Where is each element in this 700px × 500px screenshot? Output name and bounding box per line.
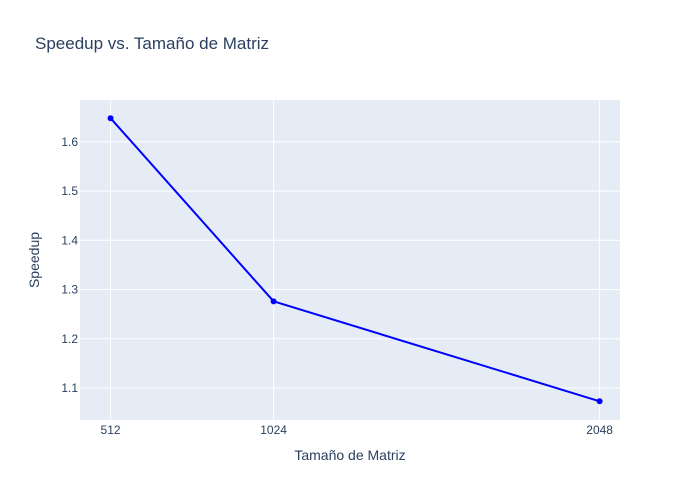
y-tick-label: 1.1 (61, 381, 78, 395)
y-tick-label: 1.2 (61, 332, 78, 346)
chart-title: Speedup vs. Tamaño de Matriz (35, 34, 270, 53)
x-tick-label: 1024 (260, 423, 287, 437)
data-point (107, 115, 114, 122)
y-tick-label: 1.4 (61, 233, 78, 247)
series-layer (107, 115, 603, 405)
y-tick-label: 1.5 (61, 184, 78, 198)
tick-layer: 1.1 1.2 1.3 1.4 1.5 1.6 512 1024 2048 (61, 135, 613, 437)
y-axis-title: Speedup (26, 231, 42, 289)
plot-area (80, 100, 620, 420)
y-tick-label: 1.6 (61, 135, 78, 149)
data-point (270, 298, 277, 305)
grid-layer (80, 100, 620, 420)
x-axis-title: Tamaño de Matriz (294, 447, 406, 463)
x-tick-label: 2048 (586, 423, 613, 437)
y-tick-label: 1.3 (61, 283, 78, 297)
data-point (596, 398, 603, 405)
x-tick-label: 512 (101, 423, 121, 437)
